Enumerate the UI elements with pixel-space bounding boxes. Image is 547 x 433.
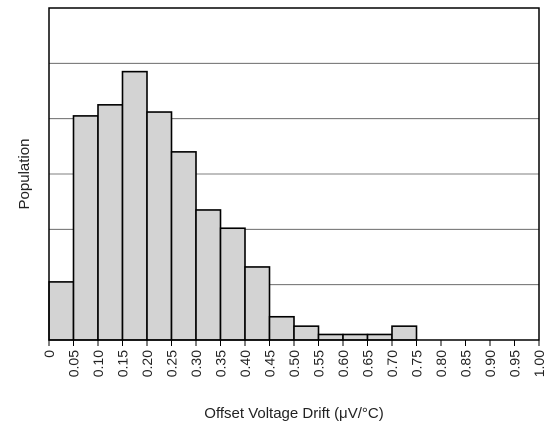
histogram-bar (195, 209, 222, 341)
histogram-bar (97, 104, 124, 341)
histogram-bar (48, 281, 75, 341)
x-tick-label: 0.95 (507, 350, 523, 377)
x-tick-label: 0.90 (482, 350, 498, 377)
x-tick-label: 0.40 (237, 350, 253, 377)
histogram-bars (48, 70, 418, 341)
x-axis-ticks: 0 0.05 0.10 0.15 0.20 0.25 0.30 0.35 0.40 0.45 0.5… (41, 340, 547, 377)
histogram-bar (342, 333, 369, 341)
x-tick-label: 0.05 (66, 350, 82, 377)
histogram-bar (244, 266, 271, 341)
x-tick-label: 0.70 (384, 350, 400, 377)
x-tick-label: 0.50 (286, 350, 302, 377)
x-tick-label: 0.65 (360, 350, 376, 377)
x-tick-label: 0.85 (458, 350, 474, 377)
histogram-bar (72, 115, 99, 341)
x-axis-label: Offset Voltage Drift (μV/°C) (204, 405, 383, 422)
x-tick-label: 0.60 (335, 350, 351, 377)
histogram-bar (366, 333, 393, 341)
x-tick-label: 0.15 (115, 350, 131, 377)
x-tick-label: 0.80 (433, 350, 449, 377)
histogram-bar (170, 151, 197, 341)
x-tick-label: 0.35 (213, 350, 229, 377)
x-tick-label: 0.55 (311, 350, 327, 377)
histogram-bar (121, 70, 148, 341)
histogram-bar (146, 111, 173, 341)
x-tick-label: 0 (41, 350, 57, 358)
x-tick-label: 0.45 (262, 350, 278, 377)
x-tick-label: 0.30 (188, 350, 204, 377)
histogram-bar (268, 315, 295, 341)
x-tick-label: 0.25 (164, 350, 180, 377)
y-axis-label: Population (16, 139, 33, 210)
x-tick-label: 0.20 (139, 350, 155, 377)
x-tick-label: 0.10 (90, 350, 106, 377)
x-tick-label: 1.00 (531, 350, 547, 377)
histogram-bar (219, 227, 246, 341)
histogram-bar (293, 325, 320, 341)
x-tick-label: 0.75 (409, 350, 425, 377)
histogram-bar (317, 333, 344, 341)
histogram-bar (391, 325, 418, 341)
